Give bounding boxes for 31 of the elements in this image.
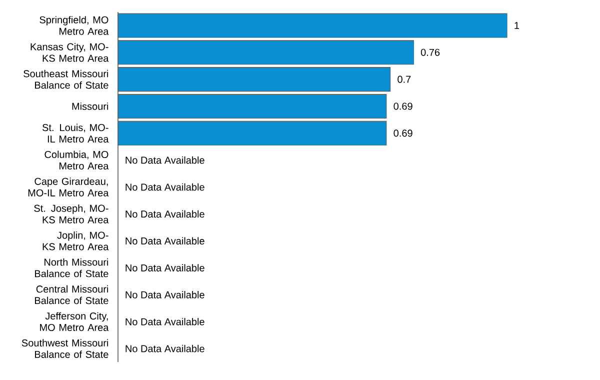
y-tick-label: Joplin, MO-KS Metro Area xyxy=(42,231,109,250)
text: No Data Available xyxy=(126,210,204,218)
text: No Data Available xyxy=(126,291,204,298)
y-tick-label: Southeast Missouri Balance of State xyxy=(24,70,108,89)
y-tick-label: St. Joseph, MO-KS Metro Area xyxy=(34,204,109,224)
bar xyxy=(118,67,391,92)
y-tick-label: Cape Girardeau, MO-IL Metro Area xyxy=(28,178,109,196)
y-tick-label: Central Missouri Balance of State xyxy=(35,285,108,304)
text: No Data Available xyxy=(126,156,204,164)
data-label: 0.7 xyxy=(398,76,411,83)
text: No Data Available xyxy=(126,318,204,326)
y-tick-label: Springfield, MO Metro Area xyxy=(40,16,109,35)
text: No Data Available xyxy=(126,237,204,245)
data-label: 0.69 xyxy=(394,102,412,110)
y-tick-label: Columbia, MO Metro Area xyxy=(44,150,109,170)
text: No Data Available xyxy=(126,344,204,352)
bar xyxy=(118,120,387,146)
bar xyxy=(118,94,387,119)
data-label: 0.76 xyxy=(420,48,440,56)
y-tick-label: Southwest Missouri Balance of State xyxy=(22,339,108,358)
y-tick-label: Jefferson City, MO Metro Area xyxy=(40,312,109,332)
y-tick-label: Missouri xyxy=(72,102,108,110)
bar xyxy=(118,40,414,65)
y-tick-label: St. Louis, MO-IL Metro Area xyxy=(42,124,109,143)
data-label: 0.69 xyxy=(394,130,412,137)
bar xyxy=(118,13,508,38)
y-tick-label: Kansas City, MO-KS Metro Area xyxy=(30,42,109,62)
text: No Data Available xyxy=(126,183,204,191)
y-tick-label: North Missouri Balance of State xyxy=(35,258,108,278)
text: No Data Available xyxy=(126,264,204,272)
data-label: 1 xyxy=(514,22,520,29)
